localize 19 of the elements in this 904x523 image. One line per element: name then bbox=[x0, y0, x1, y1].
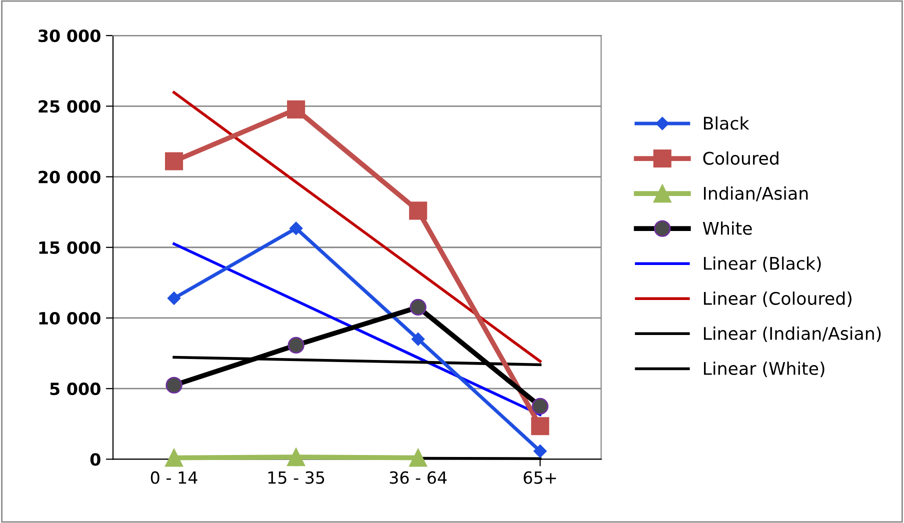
y-tick-label: 0 bbox=[90, 453, 100, 466]
legend-label: White bbox=[702, 221, 752, 235]
y-tick-label: 15 000 bbox=[39, 241, 100, 254]
x-tick-label: 65+ bbox=[524, 471, 556, 484]
legend-label: Linear (Black) bbox=[704, 256, 821, 272]
legend-label: Coloured bbox=[703, 151, 778, 165]
legend-label: Linear (Coloured) bbox=[704, 292, 852, 308]
legend-label: Black bbox=[704, 116, 750, 130]
legend-label: Linear (Indian/Asian) bbox=[704, 326, 881, 342]
x-tick-label: 0 - 14 bbox=[150, 471, 198, 484]
y-tick-label: 25 000 bbox=[38, 100, 100, 113]
y-tick-label: 20 000 bbox=[38, 170, 100, 184]
legend-label: Linear (White) bbox=[704, 362, 824, 378]
y-tick-label: 30 000 bbox=[38, 30, 100, 42]
x-tick-label: 36 - 64 bbox=[390, 471, 447, 484]
legend-label: Indian/Asian bbox=[704, 186, 808, 202]
x-tick-label: 15 - 35 bbox=[268, 471, 324, 484]
y-tick-label: 5 000 bbox=[50, 382, 100, 396]
y-tick-label: 10 000 bbox=[39, 312, 100, 325]
